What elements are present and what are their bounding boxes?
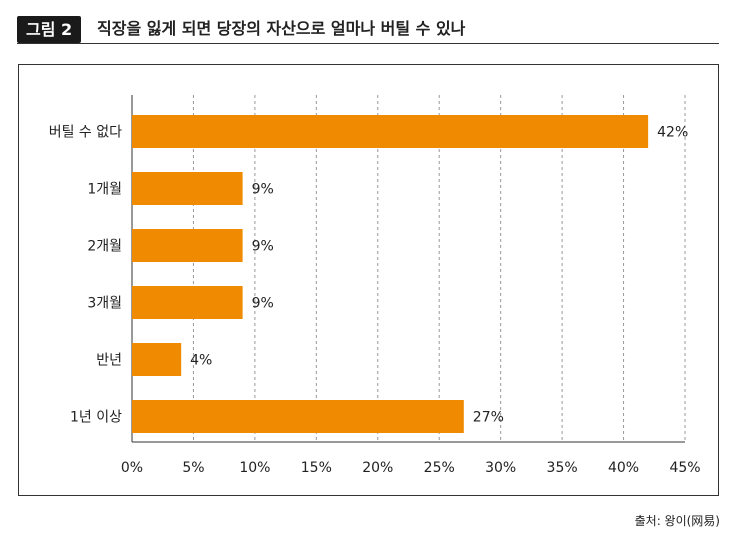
- source-note: 출처: 왕이(网易): [634, 514, 720, 528]
- bar: [132, 229, 243, 262]
- chart-frame: [18, 64, 719, 496]
- value-label: 9%: [252, 239, 274, 255]
- value-label: 9%: [252, 296, 274, 312]
- category-label: 3개월: [87, 296, 122, 312]
- category-label: 버틸 수 없다: [49, 125, 122, 141]
- value-label: 27%: [473, 410, 504, 426]
- x-tick-label: 5%: [182, 460, 204, 476]
- x-tick-label: 35%: [547, 460, 578, 476]
- x-tick-label: 45%: [669, 460, 700, 476]
- x-tick-label: 25%: [424, 460, 455, 476]
- x-tick-label: 10%: [239, 460, 270, 476]
- bar: [132, 343, 182, 376]
- header-divider: [17, 43, 719, 44]
- value-label: 9%: [252, 182, 274, 198]
- x-tick-label: 40%: [608, 460, 639, 476]
- x-tick-label: 30%: [485, 460, 516, 476]
- category-label: 1개월: [87, 182, 122, 198]
- bar: [132, 286, 243, 319]
- value-label: 42%: [657, 125, 688, 141]
- x-tick-label: 20%: [362, 460, 393, 476]
- category-label: 2개월: [87, 239, 122, 255]
- category-label: 1년 이상: [70, 410, 122, 426]
- category-label: 반년: [96, 353, 122, 369]
- bar: [132, 115, 649, 148]
- value-label: 4%: [190, 353, 212, 369]
- figure-title: 직장을 잃게 되면 당장의 자산으로 얼마나 버틸 수 있나: [97, 19, 466, 38]
- x-tick-label: 15%: [301, 460, 332, 476]
- bar: [132, 172, 243, 205]
- figure-header: 그림 2 직장을 잃게 되면 당장의 자산으로 얼마나 버틸 수 있나: [17, 14, 719, 44]
- bar: [132, 400, 464, 433]
- x-tick-label: 0%: [121, 460, 143, 476]
- figure-badge: 그림 2: [17, 16, 82, 43]
